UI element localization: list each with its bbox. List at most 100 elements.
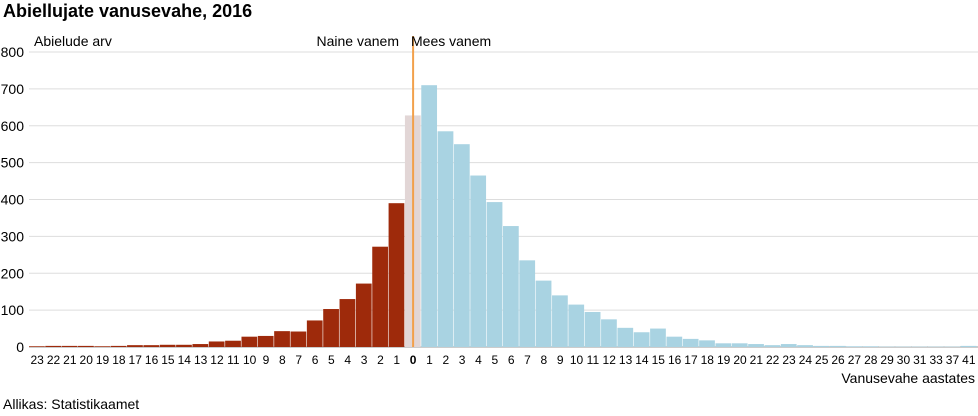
bar-man-older-24 [797,345,813,347]
x-tick-label: 18 [701,353,715,367]
bar-woman-older-19 [94,346,111,347]
bar-man-older-11 [584,311,601,347]
source-note: Allikas: Statistikaamet [3,396,140,412]
bar-woman-older-9 [257,335,274,347]
x-tick-label: 0 [410,353,417,367]
x-tick-label: 9 [557,353,564,367]
bar-man-older-15 [650,328,666,347]
x-tick-label: 8 [279,353,286,367]
x-tick-label: 1 [426,353,433,367]
bar-man-older-19 [715,343,732,347]
bar-woman-older-2 [372,246,388,347]
bar-man-older-23 [780,344,797,347]
bar-man-older-6 [503,226,519,347]
x-tick-label: 5 [328,353,335,367]
bar-man-older-41 [960,345,977,347]
bar-woman-older-11 [225,340,241,347]
bar-woman-older-18 [110,345,127,347]
bar-woman-older-5 [323,309,339,347]
x-tick-label: 2 [377,353,384,367]
x-tick-label: 5 [491,353,498,367]
bar-woman-older-23 [29,346,45,347]
bar-woman-older-22 [45,345,62,347]
x-tick-label: 17 [684,353,698,367]
bar-woman-older-7 [290,331,307,347]
x-tick-label: 23 [30,353,44,367]
x-tick-label: 26 [831,353,845,367]
x-axis-label: Vanusevahe aastates [841,370,975,386]
y-axis-label: Abielude arv [34,33,112,49]
x-tick-label: 13 [194,353,208,367]
y-tick-label: 0 [16,339,24,355]
bar-man-older-12 [601,319,617,347]
x-tick-label: 4 [475,353,482,367]
x-tick-label: 4 [344,353,351,367]
x-tick-label: 22 [766,353,780,367]
x-tick-label: 20 [733,353,747,367]
bar-man-older-3 [453,144,470,347]
x-tick-label: 6 [312,353,319,367]
y-tick-label: 600 [1,118,25,134]
x-tick-label: 3 [459,353,466,367]
bar-man-older-13 [617,327,634,347]
bar-woman-older-17 [127,345,143,347]
y-tick-label: 800 [1,44,25,60]
bar-man-older-9 [552,295,568,347]
bar-man-older-10 [568,304,585,347]
bar-woman-older-14 [176,344,192,347]
bar-man-older-27 [846,346,862,347]
y-tick-label: 100 [1,302,25,318]
annotation-woman-older: Naine vanem [317,33,400,49]
chart-title: Abiellujate vanusevahe, 2016 [3,1,253,21]
x-tick-label: 12 [603,353,617,367]
x-tick-label: 41 [962,353,976,367]
bar-woman-older-13 [192,344,209,347]
x-tick-label: 13 [619,353,633,367]
bar-man-older-28 [862,346,879,347]
bar-woman-older-6 [306,320,323,347]
x-tick-label: 2 [442,353,449,367]
y-tick-label: 300 [1,228,25,244]
x-tick-label: 30 [897,353,911,367]
bar-woman-older-20 [78,345,94,347]
x-tick-label: 37 [946,353,960,367]
bar-man-older-26 [829,345,846,347]
y-tick-label: 500 [1,155,25,171]
x-tick-label: 11 [227,353,240,367]
bar-woman-older-3 [355,283,372,347]
bar-woman-older-1 [388,203,405,347]
x-tick-label: 28 [864,353,878,367]
bar-woman-older-12 [208,341,225,347]
y-tick-label: 700 [1,81,25,97]
x-tick-label: 33 [929,353,943,367]
x-tick-label: 18 [112,353,126,367]
x-tick-label: 12 [210,353,224,367]
x-tick-label: 14 [178,353,192,367]
x-tick-label: 11 [587,353,600,367]
x-tick-label: 19 [96,353,110,367]
x-tick-label: 17 [129,353,143,367]
x-tick-label: 22 [47,353,61,367]
x-tick-label: 16 [668,353,682,367]
bar-man-older-7 [519,260,536,347]
bar-woman-older-8 [274,331,290,347]
bar-woman-older-4 [339,299,356,347]
bar-man-older-8 [535,280,552,347]
bar-man-older-25 [813,345,830,347]
x-tick-label: 23 [782,353,796,367]
bar-woman-older-21 [61,345,78,347]
x-tick-label: 10 [570,353,584,367]
bar-man-older-20 [731,343,748,347]
x-tick-label: 8 [541,353,548,367]
x-tick-label: 19 [717,353,731,367]
x-tick-label: 14 [635,353,649,367]
x-tick-label: 25 [815,353,829,367]
x-tick-label: 21 [750,353,764,367]
x-tick-label: 3 [361,353,368,367]
bar-layer [29,36,977,347]
bar-woman-older-15 [159,344,176,347]
x-tick-label: 29 [880,353,894,367]
bar-man-older-21 [748,344,764,347]
x-tick-label: 7 [295,353,302,367]
